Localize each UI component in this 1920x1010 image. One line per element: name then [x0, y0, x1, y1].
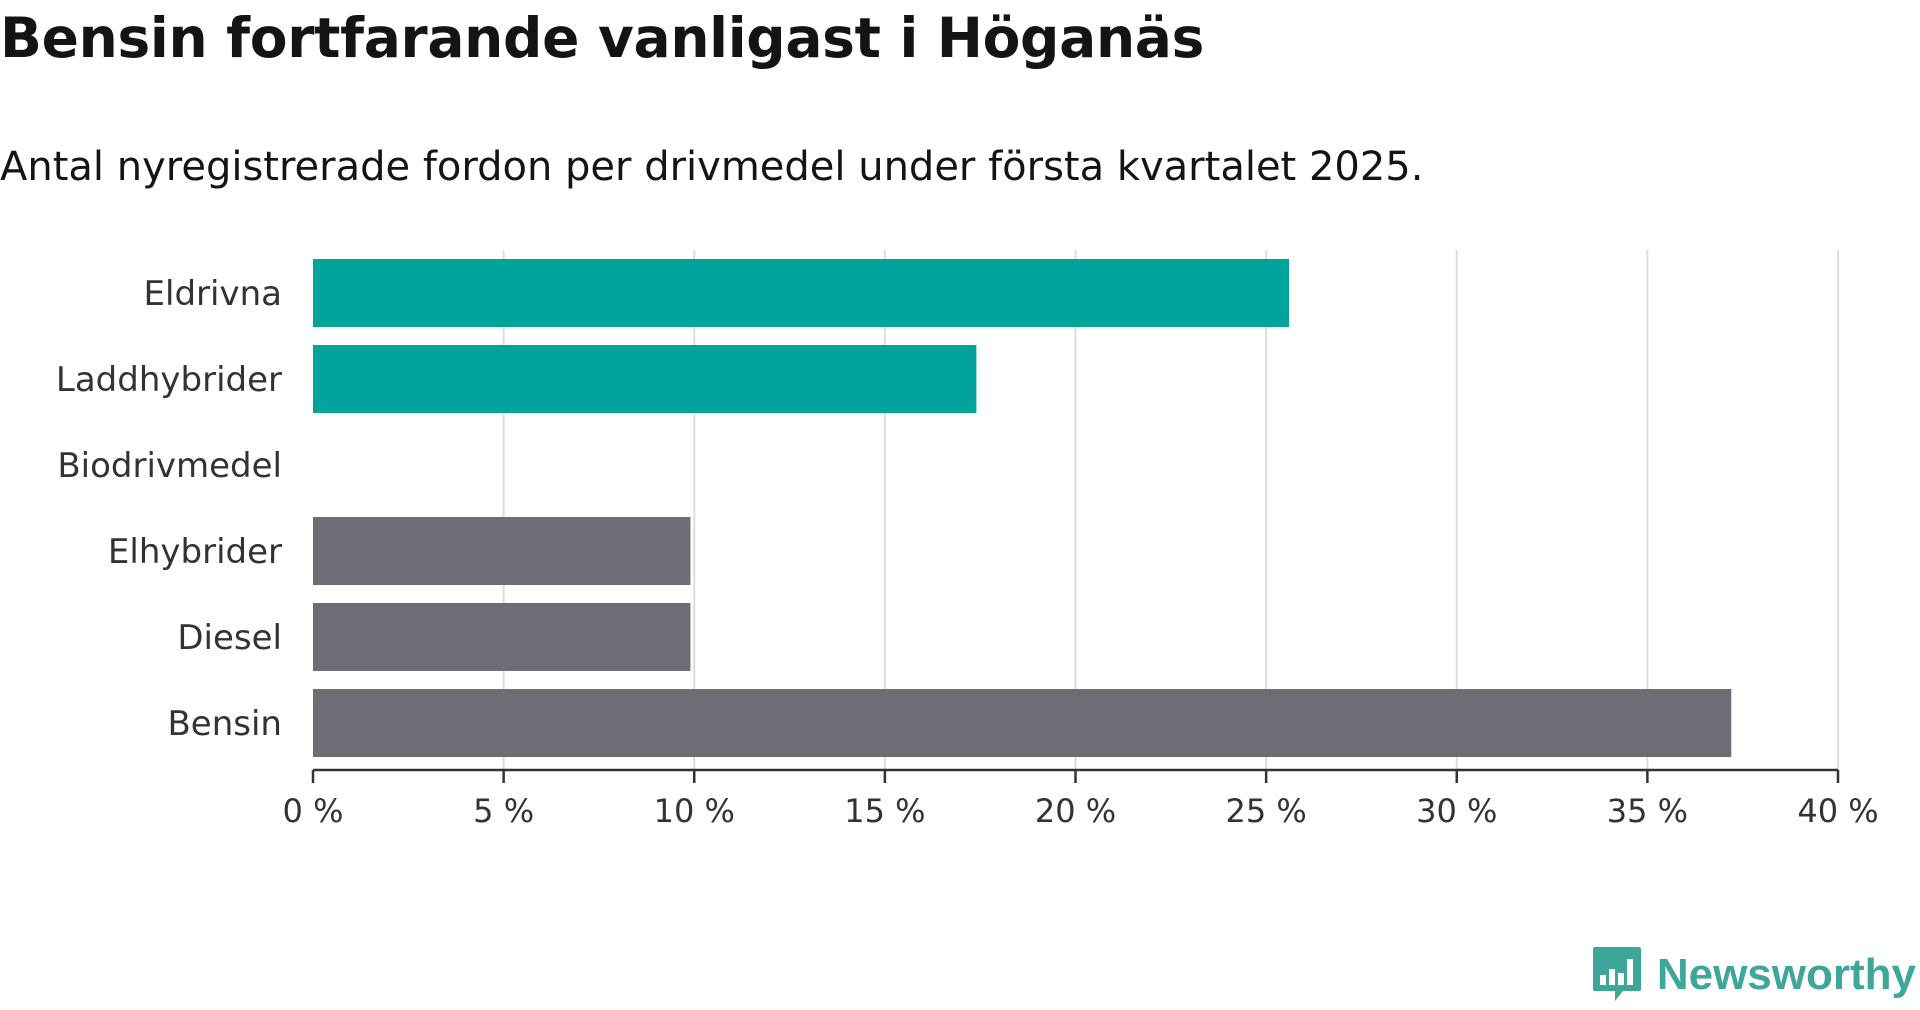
category-label: Laddhybrider — [56, 360, 282, 400]
bar-elhybrider — [313, 517, 691, 585]
category-label: Elhybrider — [108, 532, 282, 572]
category-label: Eldrivna — [144, 274, 282, 314]
x-tick-label: 40 % — [1797, 792, 1878, 830]
bar-laddhybrider — [313, 345, 977, 413]
brand-name: Newsworthy — [1656, 950, 1916, 999]
x-tick-label: 10 % — [654, 792, 735, 830]
x-tick-label: 35 % — [1607, 792, 1688, 830]
chart-subtitle: Antal nyregistrerade fordon per drivmede… — [0, 144, 1424, 190]
x-tick-label: 5 % — [473, 792, 534, 830]
chart-title: Bensin fortfarande vanligast i Höganäs — [0, 6, 1205, 70]
x-tick-label: 30 % — [1416, 792, 1497, 830]
newsworthy-logo-icon — [1592, 947, 1641, 1001]
category-label: Bensin — [167, 704, 282, 744]
category-labels: Eldrivna Laddhybrider Biodrivmedel Elhybrid… — [56, 274, 282, 744]
category-label: Diesel — [177, 618, 282, 658]
bars — [313, 259, 1732, 757]
x-tick-label: 0 % — [283, 792, 344, 830]
bar-bensin — [313, 689, 1732, 757]
x-tick-label: 20 % — [1035, 792, 1116, 830]
bar-eldrivna — [313, 259, 1289, 327]
grid-lines — [502, 250, 1839, 770]
x-tick-label: 15 % — [844, 792, 925, 830]
x-axis: 0 % 5 % 10 % 15 % 20 % 25 % 30 % 35 % 40 % — [283, 768, 1879, 830]
category-label: Biodrivmedel — [57, 446, 282, 486]
bar-diesel — [313, 603, 691, 671]
brand-logo: Newsworthy — [1591, 940, 1916, 1010]
x-tick-label: 25 % — [1225, 792, 1306, 830]
